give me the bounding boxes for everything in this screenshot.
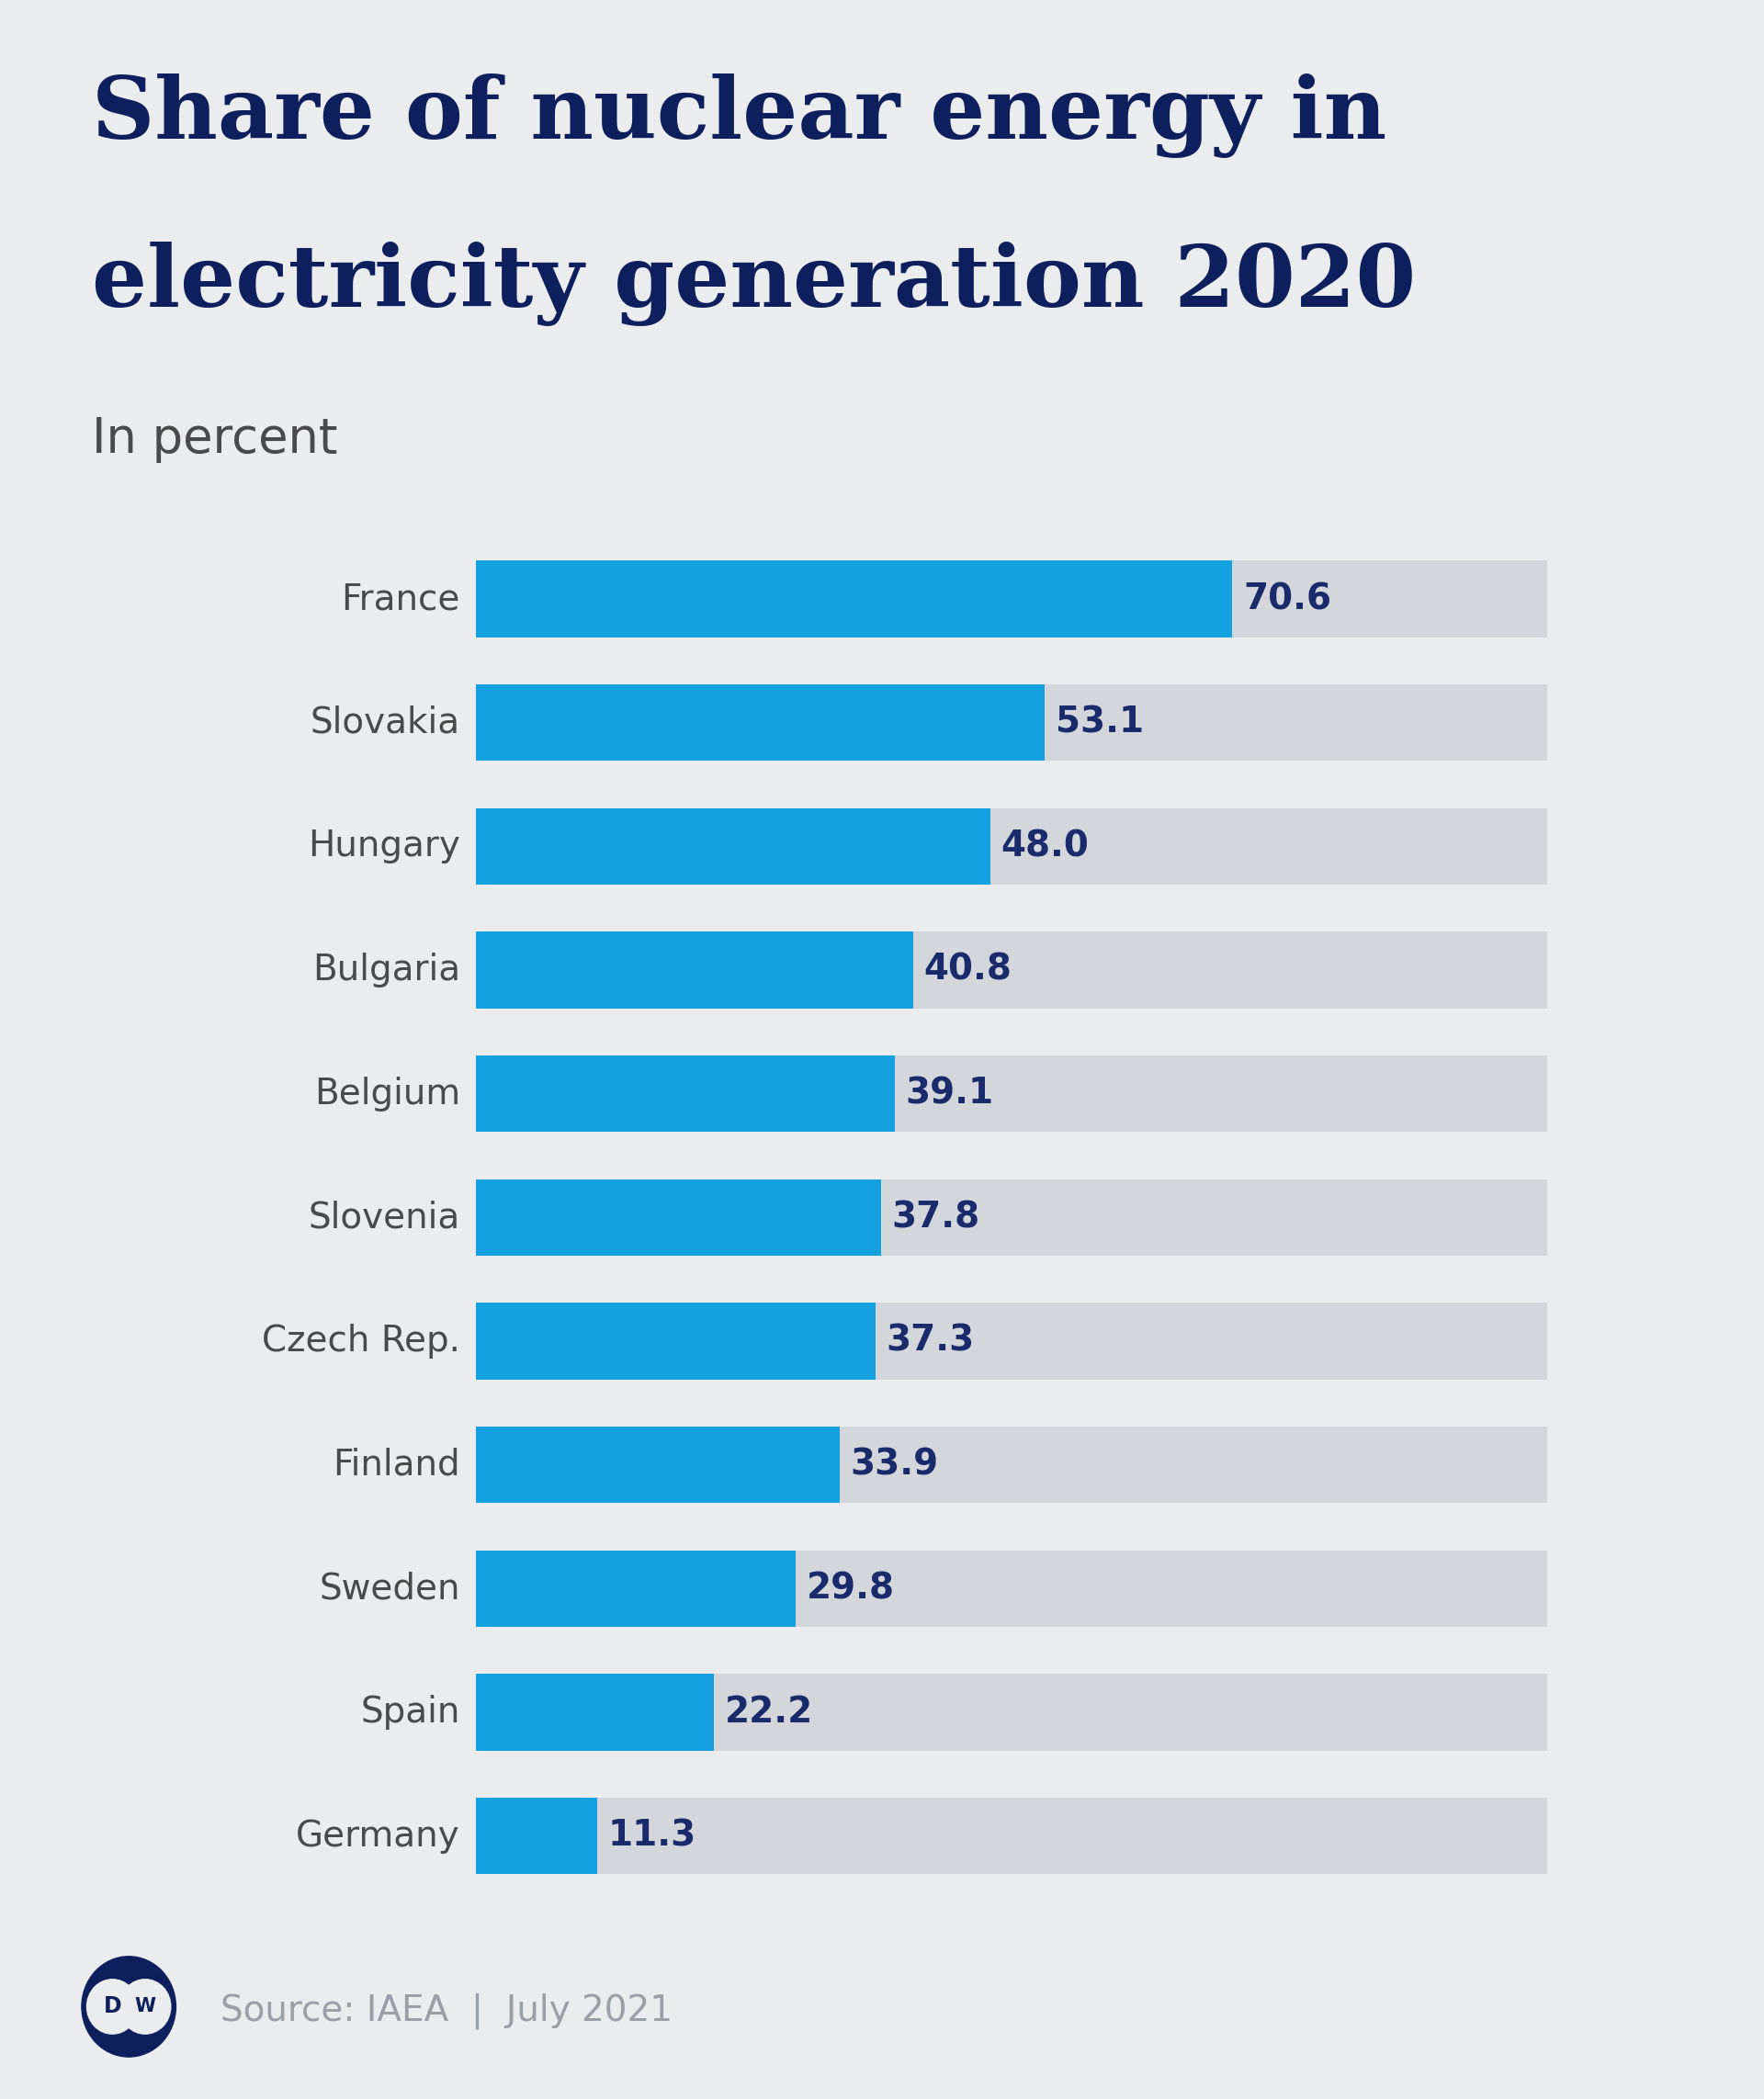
- Text: Sweden: Sweden: [319, 1570, 460, 1606]
- Bar: [476, 1180, 882, 1255]
- Bar: [476, 1673, 714, 1751]
- Bar: [476, 560, 1233, 638]
- Bar: [476, 1551, 1547, 1627]
- Bar: [476, 808, 990, 884]
- Text: Germany: Germany: [296, 1818, 460, 1853]
- Text: 11.3: 11.3: [609, 1818, 697, 1853]
- Bar: [476, 1673, 1547, 1751]
- Text: 53.1: 53.1: [1055, 705, 1145, 741]
- Bar: [476, 932, 914, 1008]
- Bar: [476, 1797, 598, 1874]
- Circle shape: [86, 1979, 138, 2034]
- Bar: [476, 1303, 875, 1379]
- Bar: [476, 684, 1547, 762]
- Bar: [476, 1797, 1547, 1874]
- Circle shape: [81, 1956, 176, 2057]
- Text: Share of nuclear energy in: Share of nuclear energy in: [92, 73, 1387, 157]
- Bar: [476, 1427, 1547, 1503]
- Text: In percent: In percent: [92, 416, 337, 464]
- Text: Spain: Spain: [360, 1694, 460, 1730]
- Bar: [476, 1551, 796, 1627]
- Bar: [476, 1180, 1547, 1255]
- Text: France: France: [342, 581, 460, 617]
- Bar: [476, 1056, 894, 1131]
- Bar: [476, 808, 1547, 884]
- Bar: [476, 1056, 1547, 1131]
- Bar: [476, 1303, 1547, 1379]
- Circle shape: [120, 1979, 171, 2034]
- Text: 48.0: 48.0: [1002, 829, 1088, 865]
- Text: Bulgaria: Bulgaria: [312, 953, 460, 987]
- Text: D: D: [104, 1996, 122, 2017]
- Text: Czech Rep.: Czech Rep.: [261, 1324, 460, 1358]
- Text: 40.8: 40.8: [924, 953, 1013, 987]
- Bar: [476, 560, 1547, 638]
- Text: Source: IAEA  |  July 2021: Source: IAEA | July 2021: [220, 1992, 672, 2030]
- Text: Slovenia: Slovenia: [309, 1201, 460, 1234]
- Text: 39.1: 39.1: [905, 1077, 995, 1110]
- Bar: [476, 684, 1044, 762]
- Text: Slovakia: Slovakia: [310, 705, 460, 741]
- Text: 37.8: 37.8: [893, 1201, 981, 1234]
- Text: 33.9: 33.9: [850, 1448, 938, 1482]
- Text: 22.2: 22.2: [725, 1694, 813, 1730]
- Text: Belgium: Belgium: [314, 1077, 460, 1110]
- Bar: [476, 932, 1547, 1008]
- Bar: [476, 1427, 840, 1503]
- Text: Finland: Finland: [333, 1448, 460, 1482]
- Text: 70.6: 70.6: [1244, 581, 1332, 617]
- Text: Hungary: Hungary: [307, 829, 460, 865]
- Text: electricity generation 2020: electricity generation 2020: [92, 241, 1416, 325]
- Text: W: W: [134, 1998, 155, 2015]
- Text: 37.3: 37.3: [887, 1324, 975, 1358]
- Text: 29.8: 29.8: [806, 1570, 894, 1606]
